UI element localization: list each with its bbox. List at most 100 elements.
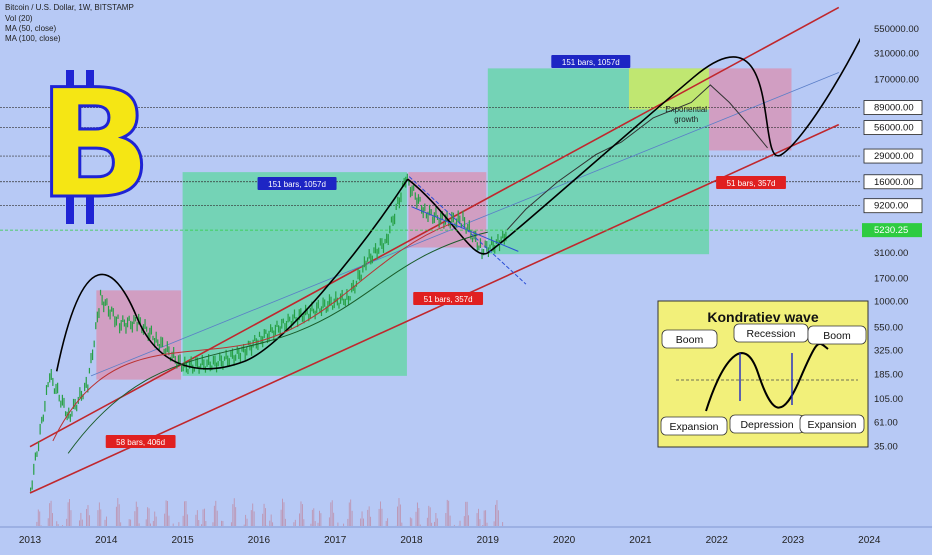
candle (316, 302, 318, 314)
indicator-ma100[interactable]: MA (100, close) (5, 34, 61, 43)
volume-bar (398, 498, 400, 550)
candle (479, 238, 482, 248)
candle (215, 362, 218, 373)
annotation-bear-1: 58 bars, 406d (116, 438, 165, 447)
inset-label-expansion-left-bubble (660, 416, 728, 436)
candle (400, 192, 402, 203)
candle (360, 274, 362, 281)
candle (416, 197, 418, 209)
candle (276, 320, 278, 327)
level-price-label: 89000.00 (874, 103, 914, 114)
candle (446, 210, 448, 222)
candle (47, 382, 49, 388)
candle (206, 359, 208, 367)
volume-bar (380, 501, 381, 550)
candle (421, 204, 423, 214)
candle (134, 317, 137, 322)
candle (141, 326, 143, 334)
candle (463, 217, 466, 228)
candle (289, 316, 291, 322)
volume-bar (167, 501, 168, 550)
candle (219, 352, 221, 361)
candle (123, 319, 125, 327)
candle (332, 305, 334, 310)
candle (193, 367, 195, 372)
candle (414, 192, 416, 200)
candle (181, 365, 183, 372)
projection-path (506, 84, 768, 231)
candle (211, 365, 213, 371)
candle (166, 341, 168, 353)
candle (76, 404, 78, 412)
cycle-curve-2 (407, 2, 878, 255)
volume-bar (466, 501, 468, 550)
candle (422, 207, 424, 219)
candle (449, 221, 451, 229)
candle (419, 196, 421, 202)
candle (371, 255, 373, 264)
annotation-cycle-2: 151 bars, 1057d (562, 58, 620, 67)
candles (30, 173, 507, 492)
downtrend-line (411, 206, 519, 252)
current-price-label: 5230.25 (874, 225, 908, 236)
candle (246, 346, 248, 356)
candle (497, 234, 499, 244)
candle (489, 244, 491, 250)
volume-bar (185, 501, 187, 550)
candle (195, 356, 197, 367)
candle (365, 260, 367, 271)
candle (93, 340, 95, 348)
candle (336, 297, 338, 306)
candle (115, 316, 118, 326)
current-price-tag (862, 223, 922, 238)
volume-bar (496, 500, 498, 550)
candle (297, 317, 299, 328)
candle (376, 248, 378, 260)
annotation-bear-3-bg (716, 176, 786, 189)
candle (185, 362, 187, 373)
candle (157, 339, 159, 347)
candle (209, 361, 211, 372)
candle (308, 313, 310, 322)
candle (236, 346, 238, 354)
indicator-ma50[interactable]: MA (50, close) (5, 24, 57, 33)
candle (163, 348, 165, 354)
candle (227, 355, 229, 367)
candle (301, 315, 304, 322)
x-tick-label: 2016 (248, 535, 271, 546)
candle (287, 313, 289, 323)
candle (333, 298, 335, 309)
candle (330, 296, 332, 306)
candle (88, 367, 91, 374)
candle (255, 338, 257, 349)
x-tick-label: 2017 (324, 535, 347, 546)
x-tick-label: 2018 (400, 535, 423, 546)
level-price-label: 56000.00 (874, 123, 914, 134)
price-axis: 550000.00 310000.00 170000.00 89000.00 56000… (860, 0, 932, 522)
x-tick-label: 2013 (19, 535, 42, 546)
candle (468, 220, 470, 232)
candle (293, 309, 296, 319)
candle (257, 339, 259, 351)
inset-wave (705, 342, 829, 412)
candle (49, 373, 51, 383)
candle (64, 411, 67, 417)
y-tick-label: 35.00 (874, 442, 898, 453)
candle (112, 308, 114, 317)
candle (244, 348, 246, 360)
peak-label-line-1: Exponential (665, 105, 707, 114)
candle (476, 242, 478, 251)
chart-symbol-title: Bitcoin / U.S. Dollar, 1W, BITSTAMP (5, 3, 134, 12)
candle (373, 247, 375, 254)
candle (374, 243, 377, 254)
candle (155, 331, 157, 343)
indicator-volume[interactable]: Vol (20) (5, 14, 33, 23)
candle (247, 340, 249, 346)
logo-bar (86, 196, 94, 224)
y-tick-label: 1700.00 (874, 274, 908, 285)
candle (188, 360, 191, 369)
y-tick-label: 1000.00 (874, 297, 908, 308)
y-tick-label: 105.00 (874, 394, 903, 405)
